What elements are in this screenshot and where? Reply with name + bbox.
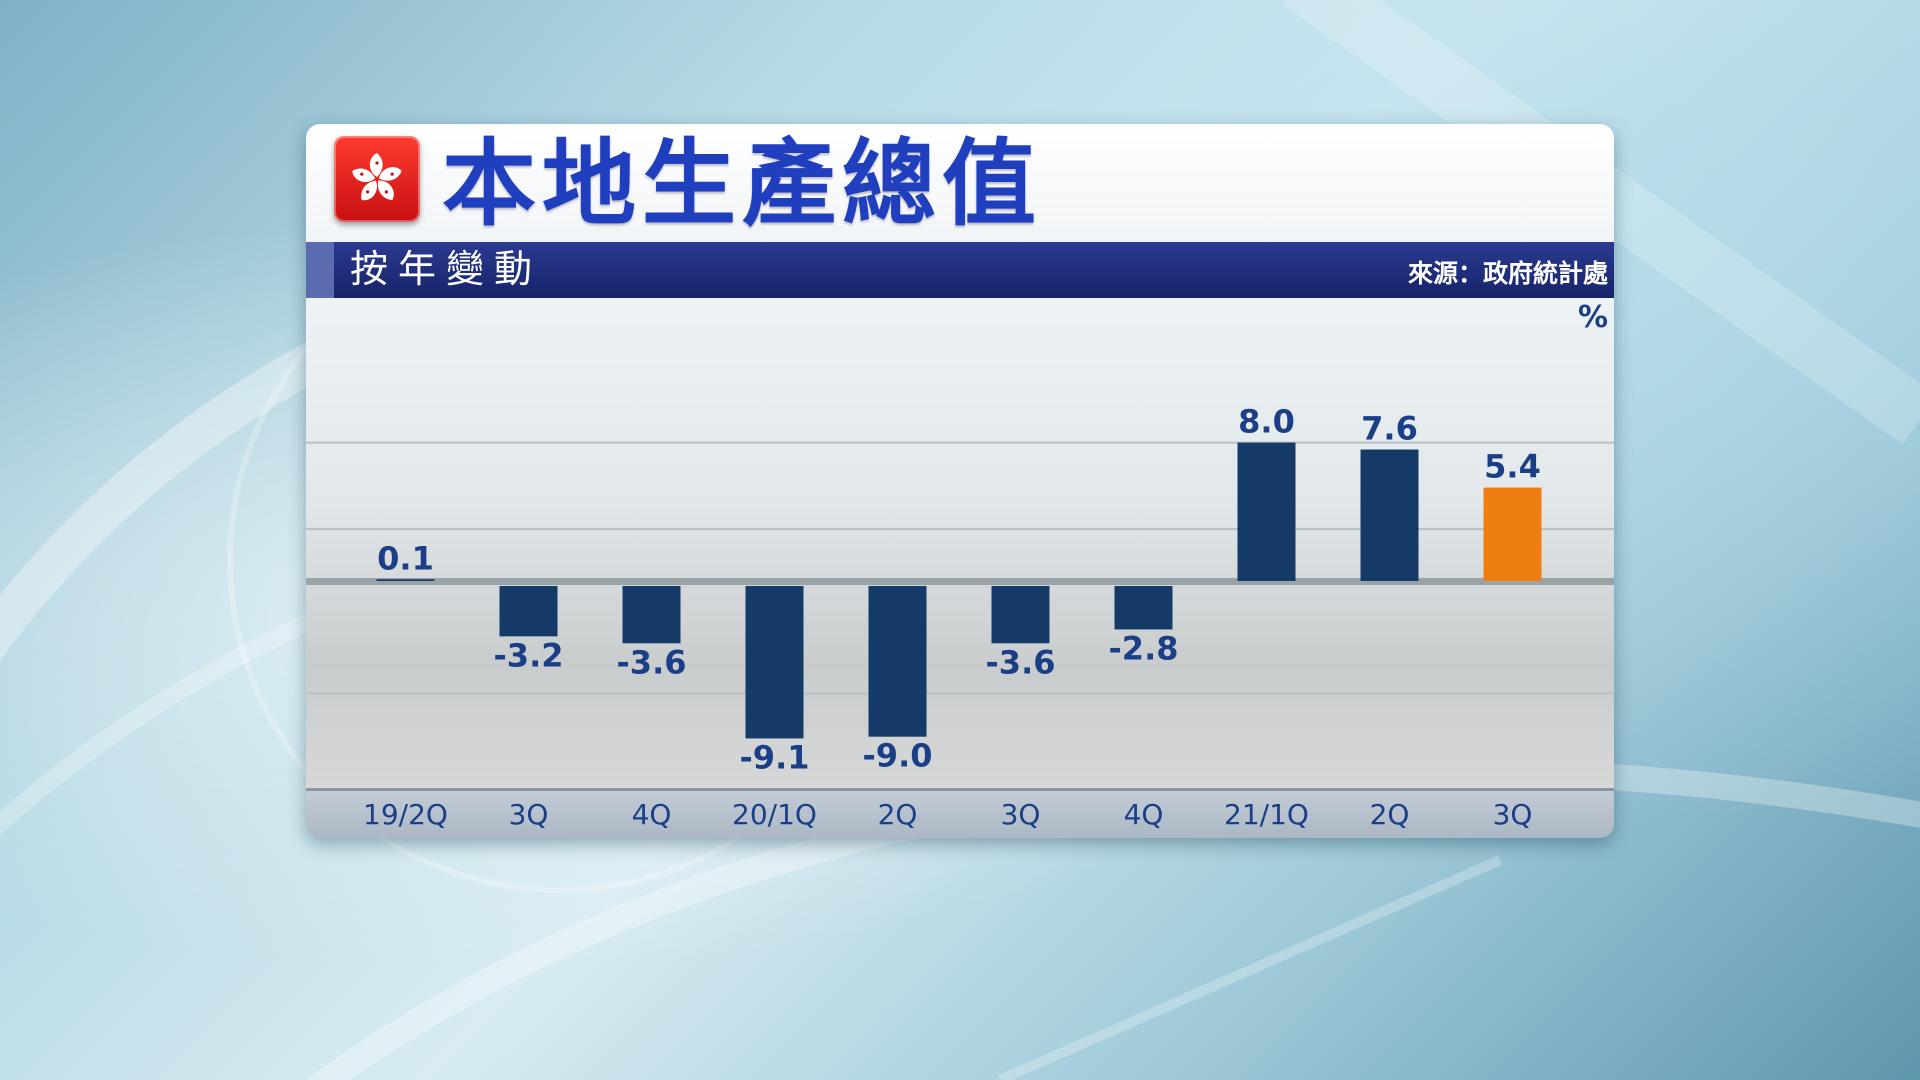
subtitle-banner: 按年變動 來源：政府統計處 xyxy=(306,242,1614,298)
value-label: 0.1 xyxy=(377,539,434,577)
gdp-chart-panel: 本地生產總值 按年變動 來源：政府統計處 0.1 -3.2 -3.6 -9.1 -9.0… xyxy=(306,124,1614,838)
x-tick-label: 3Q xyxy=(1001,798,1041,831)
hong-kong-flag-icon xyxy=(334,136,420,222)
chart-title: 本地生產總值 xyxy=(442,130,1043,239)
bar-4Q xyxy=(1114,586,1173,630)
source-label: 來源：政府統計處 xyxy=(1407,259,1608,288)
value-label: -3.6 xyxy=(617,643,687,681)
value-label: -3.2 xyxy=(494,636,564,674)
value-label: -9.1 xyxy=(740,738,810,776)
value-label: -9.0 xyxy=(863,737,933,775)
value-label: -2.8 xyxy=(1109,629,1179,667)
unit-label: % xyxy=(1577,300,1608,335)
x-tick-label: 2Q xyxy=(878,798,918,831)
value-label: -3.6 xyxy=(986,643,1056,681)
value-label: 5.4 xyxy=(1484,448,1541,486)
value-label: 8.0 xyxy=(1238,403,1295,441)
bar-19/2Q xyxy=(376,579,435,581)
title-bar: 本地生產總值 xyxy=(306,124,1614,242)
banner-accent xyxy=(306,242,334,298)
x-tick-label: 4Q xyxy=(632,798,672,831)
x-tick-label: 3Q xyxy=(1493,798,1533,831)
bar-3Q xyxy=(991,586,1050,644)
zero-line xyxy=(306,578,1614,585)
x-tick-label: 21/1Q xyxy=(1224,798,1309,831)
x-tick-label: 2Q xyxy=(1370,798,1410,831)
x-tick-label: 19/2Q xyxy=(363,798,448,831)
bar-2Q xyxy=(1360,449,1419,581)
bar-20/1Q xyxy=(745,586,804,739)
x-axis: 19/2Q 3Q 4Q 20/1Q 2Q 3Q 4Q 21/1Q 2Q 3Q xyxy=(363,798,1533,831)
bar-2Q xyxy=(868,586,927,737)
x-tick-label: 3Q xyxy=(509,798,549,831)
bar-21/1Q xyxy=(1237,442,1296,581)
value-label: 7.6 xyxy=(1361,410,1418,448)
chart-subtitle: 按年變動 xyxy=(350,247,543,291)
bar-chart: 0.1 -3.2 -3.6 -9.1 -9.0 -3.6 -2.8 8.0 7.6 5.4 xyxy=(306,403,1614,776)
bar-3Q xyxy=(1483,487,1542,581)
bar-3Q xyxy=(499,586,558,637)
x-tick-label: 20/1Q xyxy=(732,798,817,831)
bar-4Q xyxy=(622,586,681,644)
x-tick-label: 4Q xyxy=(1124,798,1164,831)
x-axis-band xyxy=(306,788,1614,838)
